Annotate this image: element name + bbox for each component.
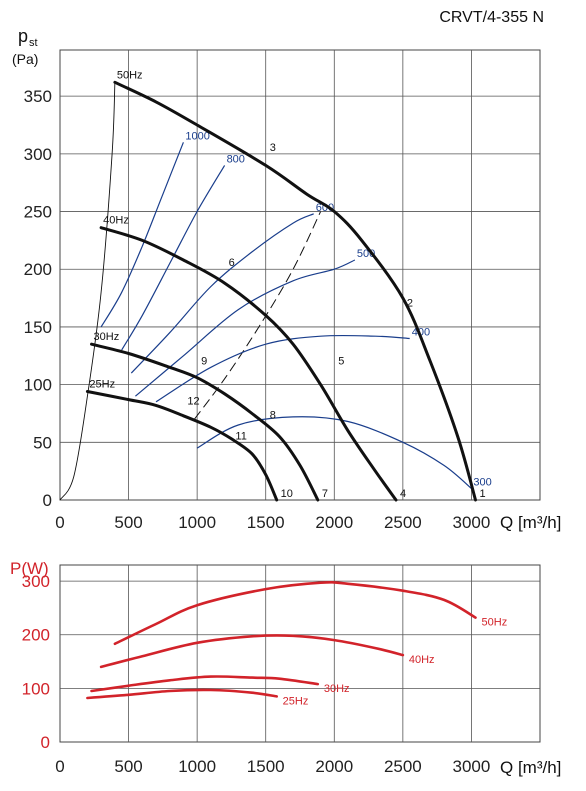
power-series-50Hz [113, 580, 477, 646]
efficiency-curve-500 [135, 259, 356, 397]
efficiency-label-300: 300 [473, 476, 491, 488]
power-x-tick-label: 1000 [178, 757, 216, 776]
power-y-axis-label: P(W) [10, 559, 49, 578]
power-plot-frame [59, 564, 541, 743]
pressure-plot-curves: 100080060050040030050Hz40Hz30Hz25Hz12345… [59, 69, 492, 502]
y-tick-label: 0 [43, 491, 52, 510]
power-series-label-30Hz: 30Hz [324, 683, 350, 695]
pressure-series-40Hz [99, 226, 398, 502]
power-x-tick-label: 0 [55, 757, 64, 776]
x-tick-label: 2500 [384, 513, 422, 532]
efficiency-curve-800 [121, 165, 226, 351]
power-plot-curves: 50Hz 40Hz 30Hz 25Hz [86, 580, 508, 707]
power-series-30Hz [90, 675, 320, 693]
operating-point-6: 6 [229, 257, 235, 269]
x-tick-label: 1500 [247, 513, 285, 532]
x-tick-label: 3000 [453, 513, 491, 532]
operating-point-5: 5 [338, 355, 344, 367]
pressure-series-label-40Hz: 40Hz [103, 215, 129, 227]
x-tick-label: 500 [114, 513, 142, 532]
operating-point-8: 8 [270, 410, 276, 422]
power-series-label-50Hz: 50Hz [482, 617, 508, 629]
efficiency-label-800: 800 [227, 153, 245, 165]
efficiency-curve-600 [130, 213, 314, 374]
power-plot-grid: 0 500 1000 1500 2000 2500 3000 0 100 200 300 [22, 564, 541, 776]
operating-point-11: 11 [235, 430, 246, 442]
power-series-label-25Hz: 25Hz [283, 695, 309, 707]
x-tick-label: 2000 [315, 513, 353, 532]
pressure-series-label-25Hz: 25Hz [89, 379, 115, 391]
power-series-40Hz [99, 634, 405, 669]
efficiency-curve-300 [196, 416, 472, 489]
power-y-tick-label: 200 [22, 626, 50, 645]
x-tick-label: 1000 [178, 513, 216, 532]
y-axis-label-sub: st [29, 37, 38, 49]
operating-point-3: 3 [270, 142, 276, 154]
efficiency-curve-400 [155, 334, 410, 403]
power-y-tick-label: 300 [22, 572, 50, 591]
x-tick-label: 0 [55, 513, 64, 532]
pressure-series-label-30Hz: 30Hz [94, 331, 120, 343]
efficiency-label-1000: 1000 [185, 130, 209, 142]
pressure-series-50Hz [113, 80, 477, 502]
operating-point-4: 4 [400, 488, 406, 500]
efficiency-curve-1000 [100, 142, 184, 328]
power-x-tick-label: 2000 [315, 757, 353, 776]
system-curve [193, 211, 322, 420]
limit-curve [59, 82, 116, 501]
power-series-25Hz [86, 688, 278, 700]
pressure-series-25Hz [85, 390, 279, 502]
y-axis-label-main: p [18, 26, 28, 46]
y-tick-label: 250 [24, 203, 52, 222]
power-x-tick-label: 1500 [247, 757, 285, 776]
x-axis-label-bottom: Q [m³/h] [500, 758, 561, 777]
power-x-tick-label: 3000 [453, 757, 491, 776]
power-series-label-40Hz: 40Hz [409, 654, 435, 666]
y-tick-label: 100 [24, 376, 52, 395]
power-x-tick-label: 2500 [384, 757, 422, 776]
pressure-series-label-50Hz: 50Hz [117, 69, 143, 81]
efficiency-label-600: 600 [316, 202, 334, 214]
y-tick-label: 300 [24, 145, 52, 164]
y-tick-label: 50 [33, 433, 52, 452]
operating-point-9: 9 [201, 355, 207, 367]
power-y-tick-label: 100 [22, 679, 50, 698]
y-axis-label-unit: (Pa) [12, 51, 38, 67]
operating-point-1: 1 [480, 488, 486, 500]
y-tick-label: 200 [24, 260, 52, 279]
power-y-tick-label: 0 [41, 733, 50, 752]
pressure-plot-grid: 0 500 1000 1500 2000 2500 3000 0 50 100 150 200 250 3… [24, 49, 541, 532]
x-axis-label-top: Q [m³/h] [500, 513, 561, 532]
operating-point-10: 10 [281, 488, 293, 500]
operating-point-12: 12 [187, 396, 199, 408]
pressure-plot-frame [59, 49, 541, 501]
operating-point-7: 7 [322, 488, 328, 500]
pressure-series-30Hz [90, 342, 320, 502]
y-tick-label: 150 [24, 318, 52, 337]
chart-title: CRVT/4-355 N [439, 9, 544, 26]
y-tick-label: 350 [24, 87, 52, 106]
power-x-tick-label: 500 [114, 757, 142, 776]
operating-point-2: 2 [407, 298, 413, 310]
